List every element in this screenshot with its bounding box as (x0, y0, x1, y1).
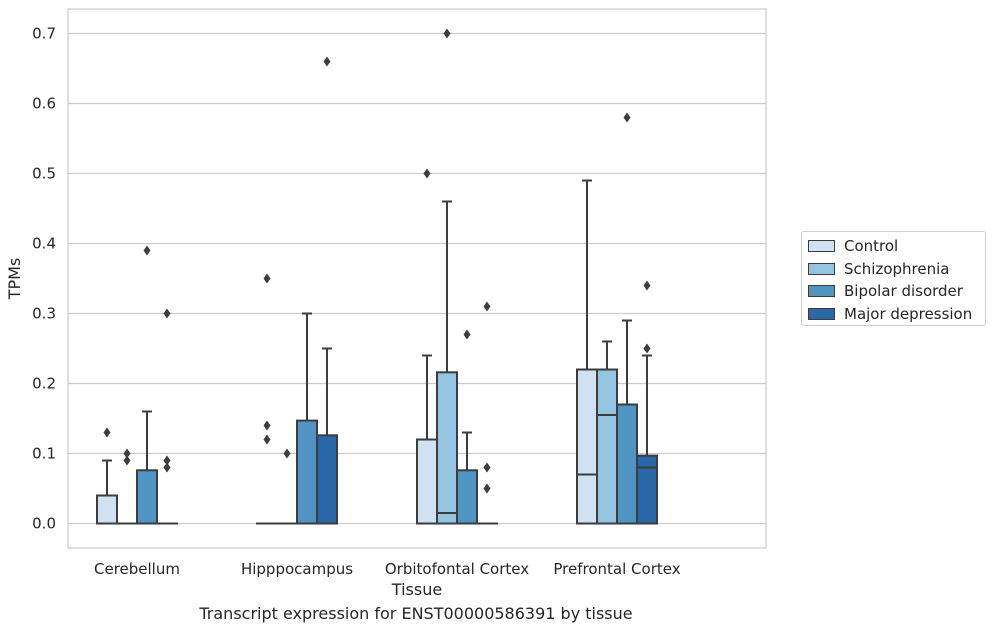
outlier-point (163, 308, 171, 319)
y-tick-label: 0.3 (32, 305, 56, 323)
legend-label: Schizophrenia (844, 259, 950, 278)
boxes (96, 28, 658, 525)
legend-swatch (808, 240, 835, 253)
legend-label: Bipolar disorder (844, 282, 963, 301)
box-0-3 (156, 308, 178, 525)
y-tick-label: 0.6 (32, 95, 56, 113)
x-tick-label: Hipppocampus (241, 560, 353, 578)
grid-lines (68, 32, 766, 525)
box-body (616, 403, 638, 525)
x-tick-label: Orbitofontal Cortex (385, 560, 529, 578)
y-tick-label: 0.1 (32, 445, 56, 463)
x-axis-label: Tissue (391, 580, 442, 599)
outlier-point (123, 455, 131, 466)
outlier-point (483, 301, 491, 312)
y-tick-label: 0.4 (32, 235, 56, 253)
y-tick-label: 0.0 (32, 515, 56, 533)
legend-item: Bipolar disorder (808, 280, 985, 303)
box-1-3 (316, 56, 338, 525)
outlier-point (263, 420, 271, 431)
outlier-point (143, 245, 151, 256)
box-body (456, 469, 478, 525)
outlier-point (423, 168, 431, 179)
legend-item: Control (808, 235, 985, 258)
chart-caption: Transcript expression for ENST0000058639… (199, 604, 633, 623)
outlier-point (163, 455, 171, 466)
legend-swatch (808, 262, 835, 275)
x-tick-label: Cerebellum (94, 560, 180, 578)
y-tick-label: 0.5 (32, 165, 56, 183)
box-body (136, 469, 158, 525)
legend-item: Schizophrenia (808, 258, 985, 281)
box-3-1 (596, 340, 618, 525)
legend-swatch (808, 307, 835, 320)
box-3-2 (616, 112, 638, 525)
outlier-point (483, 462, 491, 473)
outlier-point (263, 273, 271, 284)
outlier-point (443, 28, 451, 39)
box-body (96, 494, 118, 525)
box-0-1 (116, 448, 138, 525)
box-body (436, 371, 458, 525)
outlier-point (623, 112, 631, 123)
legend-item: Major depression (808, 303, 985, 326)
box-2-3 (476, 301, 498, 525)
box-3-0 (576, 179, 598, 525)
y-tick-labels: 0.0 0.1 0.2 0.3 0.4 0.5 0.6 0.7 (32, 25, 56, 533)
box-2-0 (416, 168, 438, 525)
outlier-point (163, 462, 171, 473)
x-tick-label: Prefrontal Cortex (553, 560, 680, 578)
box-body (296, 419, 318, 525)
y-tick-label: 0.2 (32, 375, 56, 393)
outlier-point (643, 280, 651, 291)
box-2-1 (436, 28, 458, 525)
plot-frame (67, 8, 767, 549)
y-tick-label: 0.7 (32, 25, 56, 43)
box-2-2 (456, 329, 478, 525)
outlier-point (283, 448, 291, 459)
outlier-point (643, 343, 651, 354)
legend-label: Control (844, 237, 899, 256)
box-1-2 (296, 312, 318, 525)
box-0-2 (136, 245, 158, 525)
x-tick-labels: Cerebellum Hipppocampus Orbitofontal Corte… (94, 560, 681, 578)
box-body (316, 434, 338, 525)
box-1-0 (256, 273, 278, 525)
box-body (596, 368, 618, 525)
box-0-0 (96, 427, 118, 525)
outlier-point (463, 329, 471, 340)
legend-swatch (808, 285, 835, 298)
box-body (576, 368, 598, 525)
box-body (416, 438, 438, 525)
legend-label: Major depression (844, 304, 973, 323)
box-3-3 (636, 280, 658, 525)
outlier-point (323, 56, 331, 67)
legend: Control Schizophrenia Bipolar disorder Majo… (801, 231, 986, 326)
outlier-point (103, 427, 111, 438)
box-body (636, 454, 658, 525)
outlier-point (263, 434, 271, 445)
box-1-1 (276, 448, 298, 525)
outlier-point (483, 483, 491, 494)
outlier-point (123, 448, 131, 459)
y-axis-label: TPMs (5, 258, 24, 301)
